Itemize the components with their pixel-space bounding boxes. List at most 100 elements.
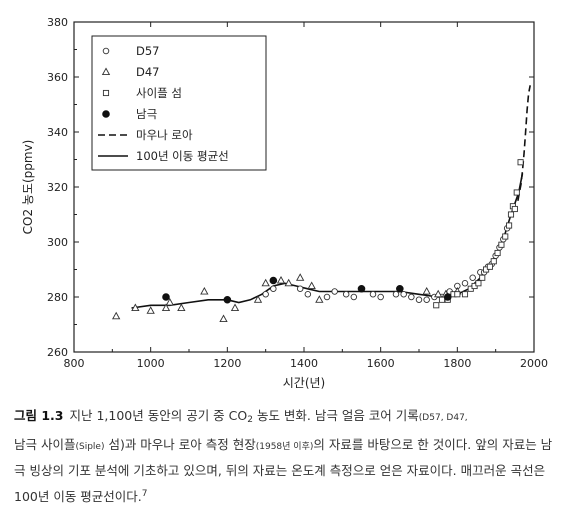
circle-open-point bbox=[392, 291, 400, 298]
legend-entry: 사이플 섬 bbox=[136, 86, 182, 100]
moving-average-line bbox=[131, 173, 524, 309]
x-tick-label: 1000 bbox=[137, 357, 165, 370]
circle-open-point bbox=[262, 291, 269, 298]
square-open-point bbox=[475, 280, 482, 287]
y-tick-label: 380 bbox=[47, 16, 68, 29]
figure-label: 그림 1.3 bbox=[14, 408, 64, 423]
circle-filled-point bbox=[443, 293, 452, 301]
circle-open-point bbox=[342, 291, 350, 298]
triangle-open-point bbox=[230, 303, 240, 312]
circle-open-point bbox=[377, 293, 384, 301]
circle-open-point bbox=[270, 285, 277, 293]
x-tick-label: 2000 bbox=[520, 357, 548, 370]
circle-filled-point bbox=[162, 293, 170, 301]
chart-marks bbox=[112, 85, 531, 323]
legend-swatch-circle-open bbox=[102, 47, 110, 55]
triangle-open-point bbox=[131, 303, 140, 312]
circle-open-point bbox=[369, 291, 377, 298]
circle-open-point bbox=[415, 296, 423, 304]
circle-open-point bbox=[304, 291, 312, 298]
square-open-point bbox=[513, 189, 520, 196]
square-open-point bbox=[433, 302, 440, 309]
legend-entry: D47 bbox=[136, 65, 160, 79]
caption-footnote: 7 bbox=[141, 488, 148, 499]
triangle-open-point bbox=[161, 303, 171, 312]
caption-text-4: 섬)과 마우나 로아 측정 현장 bbox=[104, 436, 256, 452]
square-open-point bbox=[486, 263, 493, 270]
caption-text-5: 의 자료를 바탕으로 한 것이다. 앞의 자료는 남극 빙상의 기포 분석에 기… bbox=[14, 436, 553, 504]
x-tick-label: 1800 bbox=[443, 357, 471, 370]
square-open-point bbox=[502, 233, 509, 240]
y-tick-label: 280 bbox=[47, 291, 68, 304]
circle-open-point bbox=[400, 291, 407, 298]
x-tick-label: 800 bbox=[64, 357, 85, 370]
co2-chart: 800 1000 1200 1400 1600 1800 2000 260 280 300 320 3… bbox=[21, 16, 548, 390]
triangle-open-point bbox=[219, 314, 228, 323]
circle-open-point bbox=[461, 280, 469, 287]
triangle-open-point bbox=[276, 275, 286, 284]
y-tick-label: 340 bbox=[47, 126, 68, 139]
triangle-open-point bbox=[296, 273, 305, 281]
y-tick-label: 260 bbox=[47, 346, 68, 359]
circle-open-point bbox=[323, 293, 331, 301]
triangle-open-point bbox=[165, 297, 174, 306]
caption-small-2: (Siple) bbox=[75, 441, 105, 452]
y-tick-label: 360 bbox=[47, 71, 68, 84]
legend-box bbox=[91, 35, 267, 171]
y-axis-label: CO2 농도(ppmv) bbox=[21, 140, 35, 235]
square-open-point bbox=[507, 211, 515, 218]
legend-swatch-square-open bbox=[102, 89, 110, 97]
legend-entry: 100년 이동 평균선 bbox=[136, 149, 229, 163]
x-tick-label: 1200 bbox=[213, 357, 241, 370]
triangle-open-point bbox=[200, 286, 209, 295]
circle-filled-point bbox=[223, 295, 232, 304]
y-tick-label: 320 bbox=[47, 181, 68, 194]
triangle-open-point bbox=[315, 295, 324, 303]
circle-open-point bbox=[296, 285, 304, 293]
square-open-point bbox=[498, 241, 505, 248]
legend-entry: 남극 bbox=[136, 107, 157, 121]
triangle-open-point bbox=[261, 278, 270, 287]
caption-text-2: 농도 변화. 남극 얼음 코어 기록 bbox=[252, 408, 419, 423]
square-open-point bbox=[454, 291, 461, 298]
circle-open-point bbox=[350, 293, 358, 301]
triangle-open-point bbox=[112, 311, 121, 320]
x-tick-label: 1600 bbox=[367, 357, 395, 370]
square-open-point bbox=[438, 296, 446, 303]
triangle-open-point bbox=[177, 303, 186, 312]
circle-open-point bbox=[469, 274, 476, 282]
x-axis-label: 시간(년) bbox=[283, 376, 325, 390]
legend-entry: D57 bbox=[136, 44, 160, 58]
legend-entry: 마우나 로아 bbox=[136, 128, 193, 142]
square-open-point bbox=[494, 249, 501, 257]
legend-swatch-circle-filled bbox=[102, 110, 110, 118]
triangle-open-point bbox=[284, 278, 293, 287]
caption-subscript: 2 bbox=[247, 415, 253, 425]
square-open-point bbox=[506, 222, 513, 229]
circle-filled-point bbox=[269, 276, 278, 285]
figure-caption: 그림 1.3 지난 1,100년 동안의 공기 중 CO2 농도 변화. 남극 얼… bbox=[14, 404, 559, 508]
triangle-open-point bbox=[146, 306, 155, 314]
square-open-point bbox=[490, 258, 497, 265]
circle-filled-point bbox=[396, 284, 404, 293]
square-open-point bbox=[517, 159, 524, 166]
circle-filled-point bbox=[357, 284, 366, 293]
triangle-open-point bbox=[307, 281, 316, 290]
caption-text-3: 남극 사이플 bbox=[14, 436, 76, 452]
square-open-point bbox=[479, 274, 486, 281]
triangle-open-point bbox=[253, 295, 263, 303]
square-open-point bbox=[511, 205, 518, 213]
x-tick-label: 1400 bbox=[290, 357, 318, 370]
circle-open-point bbox=[423, 296, 430, 304]
legend-swatch-triangle-open bbox=[101, 67, 111, 76]
square-open-point bbox=[461, 291, 469, 298]
y-tick-label: 300 bbox=[47, 236, 68, 249]
caption-small-3: (1958년 이후) bbox=[255, 441, 314, 452]
caption-text-1: 지난 1,100년 동안의 공기 중 CO bbox=[69, 408, 248, 423]
triangle-open-point bbox=[422, 286, 431, 295]
chart-axes: 800 1000 1200 1400 1600 1800 2000 260 280 300 320 3… bbox=[21, 16, 548, 390]
circle-open-point bbox=[331, 288, 338, 295]
triangle-open-point bbox=[434, 289, 443, 298]
circle-open-point bbox=[408, 293, 415, 301]
